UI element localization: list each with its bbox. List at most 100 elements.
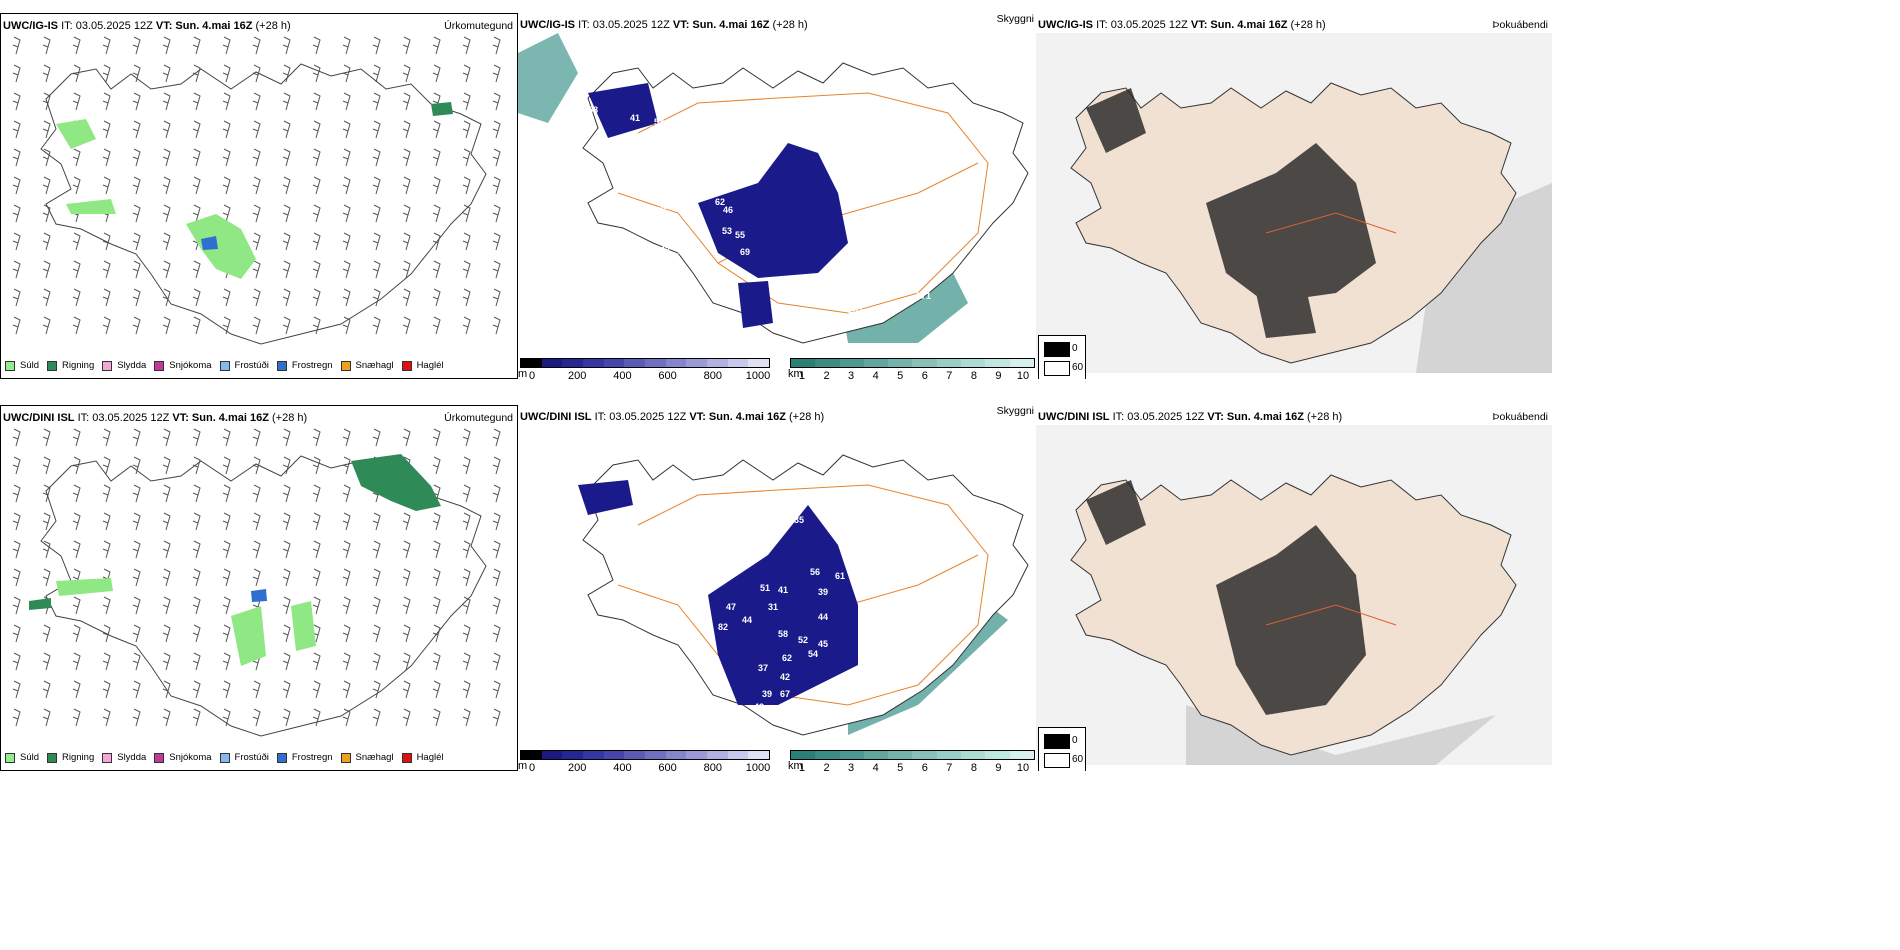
cloudbase-value-label: 58 [778, 629, 788, 639]
cloudbase-value-label: 62 [715, 197, 725, 207]
wind-barb [42, 456, 51, 475]
variable-label: Úrkomutegund [444, 412, 513, 424]
wind-barb [12, 260, 21, 279]
cloudbase-value-label: 46 [723, 205, 733, 215]
wind-barb [162, 540, 171, 559]
wind-barb [252, 232, 261, 251]
wind-barb [372, 596, 381, 615]
wind-barb [132, 568, 141, 587]
wind-barb [162, 456, 171, 475]
wind-barb [312, 680, 321, 699]
wind-barb [402, 316, 411, 335]
legend-swatch [219, 360, 230, 371]
variable-label: Úrkomutegund [444, 20, 513, 32]
wind-barb [222, 92, 231, 111]
panel-title: UWC/IG-IS IT: 03.05.2025 12Z VT: Sun. 4.… [1038, 19, 1326, 31]
legend-swatch [102, 752, 113, 763]
wind-barb [402, 204, 411, 223]
colorbar-tick: 8 [970, 762, 977, 771]
cloudbase-value-label: 69 [740, 247, 750, 257]
wind-barb [342, 624, 351, 643]
wind-barb [12, 148, 21, 167]
wind-barb [222, 456, 231, 475]
wind-barb [462, 540, 471, 559]
wind-barb [132, 232, 141, 251]
wind-barb [312, 484, 321, 503]
wind-barb [462, 232, 471, 251]
wind-barb [492, 484, 501, 503]
wind-barb [402, 260, 411, 279]
wind-barb [252, 428, 261, 447]
iceland-coastline [40, 455, 487, 737]
wind-barb [342, 288, 351, 307]
colorbar-tick: 2 [823, 370, 830, 379]
wind-barb [402, 568, 411, 587]
wind-barb [252, 484, 261, 503]
precip-type-panel-bottom: UWC/DINI ISL IT: 03.05.2025 12Z VT: Sun.… [0, 405, 518, 771]
wind-barb [432, 288, 441, 307]
cloudbase-panel-bottom: UWC/DINI ISL IT: 03.05.2025 12Z VT: Sun.… [518, 405, 1036, 771]
wind-barb [102, 260, 111, 279]
panel-title: UWC/DINI ISL IT: 03.05.2025 12Z VT: Sun.… [1038, 411, 1343, 423]
wind-barb [342, 680, 351, 699]
wind-barb [132, 652, 141, 671]
wind-barb [252, 540, 261, 559]
colorbar-tick: 8 [970, 370, 977, 379]
wind-barb [252, 708, 261, 727]
cloudbase-value-label: 56 [684, 202, 694, 212]
wind-barb [492, 260, 501, 279]
colorbar-tick: 400 [613, 762, 632, 771]
wind-barb [432, 652, 441, 671]
wind-barb [432, 540, 441, 559]
wind-barb [222, 36, 231, 55]
wind-barb [222, 540, 231, 559]
legend-label: Frostúði [234, 360, 269, 371]
wind-barb [282, 232, 291, 251]
wind-barb [492, 120, 501, 139]
wind-barb [492, 624, 501, 643]
wind-barb [492, 596, 501, 615]
wind-barb [42, 176, 51, 195]
wind-barb [342, 232, 351, 251]
legend-swatch [154, 752, 165, 763]
wind-barb [492, 540, 501, 559]
wind-barb [462, 428, 471, 447]
wind-barb [12, 120, 21, 139]
colorbar-tick: 600 [658, 762, 677, 771]
cloudbase-value-label: 31 [768, 602, 778, 612]
legend-swatch [340, 752, 351, 763]
wind-barb [192, 176, 201, 195]
wind-barb [402, 148, 411, 167]
wind-barb [372, 148, 381, 167]
cloudbase-colorbar: 0 200 400 600 800 1000 m [518, 750, 770, 771]
wind-barb [372, 652, 381, 671]
wind-barb [42, 568, 51, 587]
wind-barb [282, 120, 291, 139]
wind-barb [462, 652, 471, 671]
wind-barb [12, 92, 21, 111]
colorbar-tick: 0 [528, 370, 536, 379]
cloudbase-value-label: 44 [768, 527, 778, 537]
cloudbase-value-label: 47 [726, 602, 736, 612]
colorbar-tick: 10 [1016, 762, 1030, 771]
legend-swatch [276, 752, 287, 763]
wind-barb [132, 176, 141, 195]
wind-barb [162, 36, 171, 55]
wind-barb [102, 652, 111, 671]
wind-barb [132, 64, 141, 83]
colorbar-tick: 3 [848, 762, 855, 771]
fog-panel-bottom: UWC/DINI ISL IT: 03.05.2025 12Z VT: Sun.… [1036, 405, 1552, 771]
wind-barb [282, 596, 291, 615]
precip-type-panel-top: UWC/IG-IS IT: 03.05.2025 12Z VT: Sun. 4.… [0, 13, 518, 379]
cloudbase-value-label: 44 [742, 615, 752, 625]
wind-barb [312, 204, 321, 223]
wind-barb [462, 64, 471, 83]
wind-barb [72, 624, 81, 643]
wind-barb [432, 708, 441, 727]
wind-barb [162, 484, 171, 503]
panel-title: UWC/IG-IS IT: 03.05.2025 12Z VT: Sun. 4.… [520, 19, 808, 31]
cloudbase-value-label: 53 [654, 117, 664, 127]
wind-barb [132, 204, 141, 223]
iceland-map-precip [12, 36, 501, 345]
wind-barb [222, 512, 231, 531]
